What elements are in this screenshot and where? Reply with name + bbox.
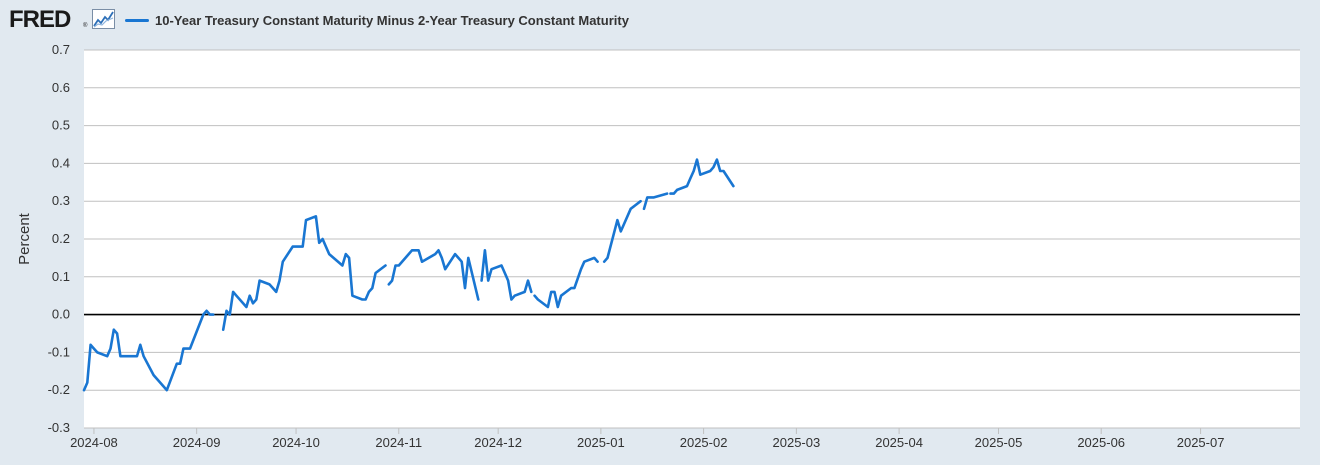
x-axis-ticks: 2024-08 2024-09 2024-10 2024-11 2024-12 2025-… <box>70 428 1224 450</box>
y-tick-label: 0.0 <box>52 307 70 322</box>
x-tick-label: 2024-09 <box>173 435 221 450</box>
x-tick-label: 2025-05 <box>975 435 1023 450</box>
x-tick-label: 2025-06 <box>1077 435 1125 450</box>
series-lines <box>82 158 735 392</box>
series-line-segment <box>480 249 533 301</box>
series-line-segment <box>82 309 215 392</box>
series-line-segment <box>221 215 387 332</box>
chart-header: FRED ® 10-Year Treasury Constant Maturit… <box>0 0 1320 40</box>
line-chart-icon <box>92 9 115 29</box>
legend-series-label: 10-Year Treasury Constant Maturity Minus… <box>155 12 629 28</box>
x-tick-label: 2025-01 <box>577 435 625 450</box>
x-tick-label: 2024-12 <box>474 435 522 450</box>
y-tick-label: -0.3 <box>48 420 70 435</box>
x-tick-label: 2024-10 <box>272 435 320 450</box>
y-tick-label: 0.2 <box>52 231 70 246</box>
series-line-segment <box>669 158 735 195</box>
series-line-segment <box>602 199 642 264</box>
x-tick-label: 2025-07 <box>1177 435 1225 450</box>
fred-logo[interactable]: FRED <box>9 6 71 33</box>
y-axis-ticks: -0.3 -0.2 -0.1 0.0 0.1 0.2 0.3 0.4 0.5 0.6 0.7 <box>48 42 70 435</box>
x-tick-label: 2025-02 <box>680 435 728 450</box>
y-tick-label: 0.6 <box>52 80 70 95</box>
series-line-segment <box>642 192 669 211</box>
y-tick-label: 0.7 <box>52 42 70 57</box>
y-tick-label: -0.1 <box>48 344 70 359</box>
x-tick-label: 2025-04 <box>875 435 923 450</box>
y-tick-label: 0.3 <box>52 193 70 208</box>
y-tick-label: -0.2 <box>48 382 70 397</box>
chart-legend[interactable]: 10-Year Treasury Constant Maturity Minus… <box>125 11 629 29</box>
legend-swatch <box>125 18 149 22</box>
y-axis-title: Percent <box>16 212 33 265</box>
grid-lines <box>84 49 1300 429</box>
x-tick-label: 2024-08 <box>70 435 118 450</box>
series-line-segment <box>533 256 599 309</box>
series-line-segment <box>387 249 480 301</box>
registered-mark: ® <box>83 23 88 29</box>
x-tick-label: 2024-11 <box>375 435 422 450</box>
y-tick-label: 0.5 <box>52 118 70 133</box>
x-tick-label: 2025-03 <box>773 435 821 450</box>
y-tick-label: 0.1 <box>52 269 70 284</box>
y-tick-label: 0.4 <box>52 155 70 170</box>
